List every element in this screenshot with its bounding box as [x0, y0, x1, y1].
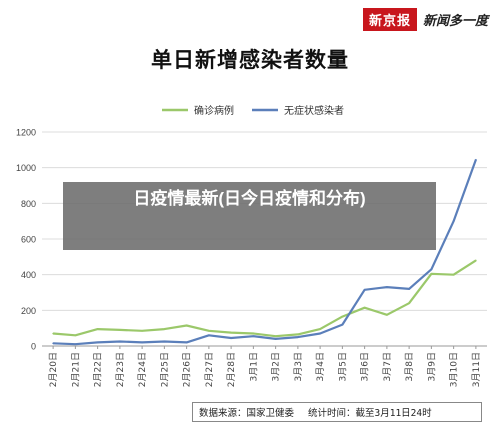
headline-overlay: 日​疫情最新(日​今日疫情和分布) — [63, 182, 436, 250]
y-tick-label: 1200 — [16, 128, 36, 138]
point-confirmed — [430, 272, 433, 275]
point-confirmed — [230, 331, 232, 334]
point-confirmed — [52, 332, 54, 335]
x-tick-label: 3月6日 — [360, 352, 371, 381]
x-tick-label: 3月8日 — [404, 352, 415, 381]
stat-time: 统计时间：截至3月11日24时 — [308, 408, 432, 419]
point-asymptomatic — [74, 343, 77, 346]
x-tick-label: 2月23日 — [115, 352, 126, 387]
point-asymptomatic — [475, 158, 477, 161]
x-tick-label: 3月7日 — [382, 352, 393, 381]
point-asymptomatic — [185, 341, 188, 344]
brand-logo: 新京报 新闻多一度 — [362, 7, 488, 31]
y-tick-label: 0 — [31, 342, 36, 352]
series-line-asymptomatic — [53, 159, 477, 346]
x-tick-label: 3月1日 — [248, 352, 259, 381]
chart-title: 单日新增感染者数量 — [151, 48, 349, 72]
point-confirmed — [252, 332, 255, 335]
x-tick-label: 3月9日 — [426, 352, 437, 381]
y-tick-label: 200 — [21, 306, 36, 316]
point-asymptomatic — [252, 335, 255, 337]
point-asymptomatic — [141, 341, 143, 344]
x-tick-label: 2月20日 — [48, 352, 59, 387]
x-tick-label: 2月21日 — [70, 352, 81, 387]
y-tick-label: 1000 — [16, 163, 36, 173]
logo-text: 新闻多一度 — [422, 13, 488, 29]
y-tick-label: 400 — [21, 270, 36, 280]
x-tick-label: 2月27日 — [204, 352, 215, 387]
x-tick-label: 3月3日 — [293, 352, 304, 381]
point-confirmed — [363, 306, 366, 309]
footer-box: 数据来源：国家卫健委 统计时间：截至3月11日24时 — [192, 402, 482, 422]
legend-label: 无症状感染者 — [284, 104, 344, 117]
point-confirmed — [208, 330, 210, 332]
x-tick-label: 2月25日 — [159, 352, 170, 387]
y-tick-label: 800 — [21, 199, 36, 209]
point-confirmed — [163, 328, 166, 330]
point-confirmed — [141, 330, 143, 332]
x-tick-label: 3月2日 — [271, 352, 282, 381]
x-tick-label: 2月28日 — [226, 352, 237, 387]
x-tick-label: 2月26日 — [182, 352, 193, 387]
point-asymptomatic — [52, 342, 54, 345]
point-asymptomatic — [408, 288, 410, 290]
point-confirmed — [319, 328, 321, 330]
point-asymptomatic — [208, 334, 210, 337]
point-confirmed — [452, 273, 455, 276]
logo-box: 新京报 — [362, 7, 417, 31]
x-tick-label: 3月5日 — [337, 352, 348, 381]
point-confirmed — [96, 328, 99, 330]
point-asymptomatic — [297, 336, 299, 338]
point-asymptomatic — [163, 340, 166, 343]
point-confirmed — [274, 335, 277, 337]
point-confirmed — [341, 315, 344, 318]
series-line-confirmed — [53, 259, 477, 338]
point-asymptomatic — [386, 286, 388, 288]
point-asymptomatic — [274, 338, 277, 340]
point-confirmed — [475, 259, 477, 262]
y-tick-label: 600 — [21, 235, 36, 245]
point-asymptomatic — [230, 337, 232, 339]
x-tick-label: 2月24日 — [137, 352, 148, 387]
legend-label: 确诊病例 — [194, 104, 234, 117]
point-asymptomatic — [452, 220, 455, 222]
point-asymptomatic — [96, 341, 99, 344]
point-confirmed — [408, 302, 410, 305]
data-source: 数据来源：国家卫健委 — [199, 408, 295, 419]
point-confirmed — [119, 329, 121, 331]
x-tick-label: 3月10日 — [449, 352, 460, 387]
x-tick-label: 3月4日 — [315, 352, 326, 381]
point-confirmed — [297, 333, 299, 336]
x-tick-label: 3月11日 — [471, 352, 482, 387]
point-asymptomatic — [119, 340, 121, 343]
point-asymptomatic — [430, 268, 433, 271]
point-asymptomatic — [341, 323, 344, 326]
x-tick-label: 2月22日 — [93, 352, 104, 387]
point-confirmed — [74, 334, 77, 337]
point-asymptomatic — [363, 289, 366, 291]
point-confirmed — [185, 324, 188, 327]
point-confirmed — [386, 313, 388, 316]
point-asymptomatic — [319, 332, 321, 335]
